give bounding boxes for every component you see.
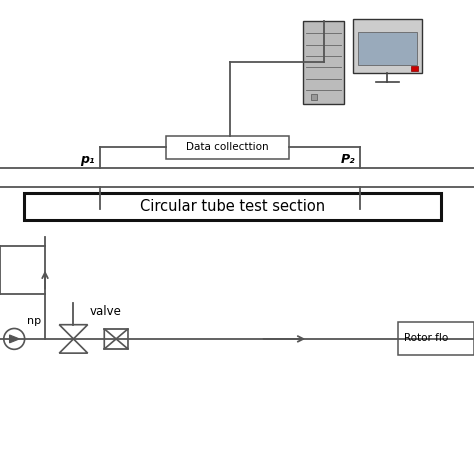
Polygon shape xyxy=(59,325,88,339)
Text: Data collecttion: Data collecttion xyxy=(186,142,269,153)
Bar xyxy=(311,94,318,100)
Bar xyxy=(411,66,418,71)
Bar xyxy=(166,136,289,159)
Text: P₂: P₂ xyxy=(341,153,356,166)
Text: np: np xyxy=(27,316,41,326)
Bar xyxy=(24,193,441,220)
Circle shape xyxy=(4,328,25,349)
Bar xyxy=(353,19,422,73)
Polygon shape xyxy=(104,329,116,349)
Polygon shape xyxy=(59,339,88,353)
Text: p₁: p₁ xyxy=(80,153,95,166)
Text: Rotor flo: Rotor flo xyxy=(404,333,448,344)
Bar xyxy=(398,322,474,355)
Text: valve: valve xyxy=(90,305,122,318)
Bar xyxy=(358,32,417,65)
Polygon shape xyxy=(116,329,128,349)
Polygon shape xyxy=(9,335,19,343)
Text: Circular tube test section: Circular tube test section xyxy=(140,199,325,214)
Bar xyxy=(303,21,344,104)
